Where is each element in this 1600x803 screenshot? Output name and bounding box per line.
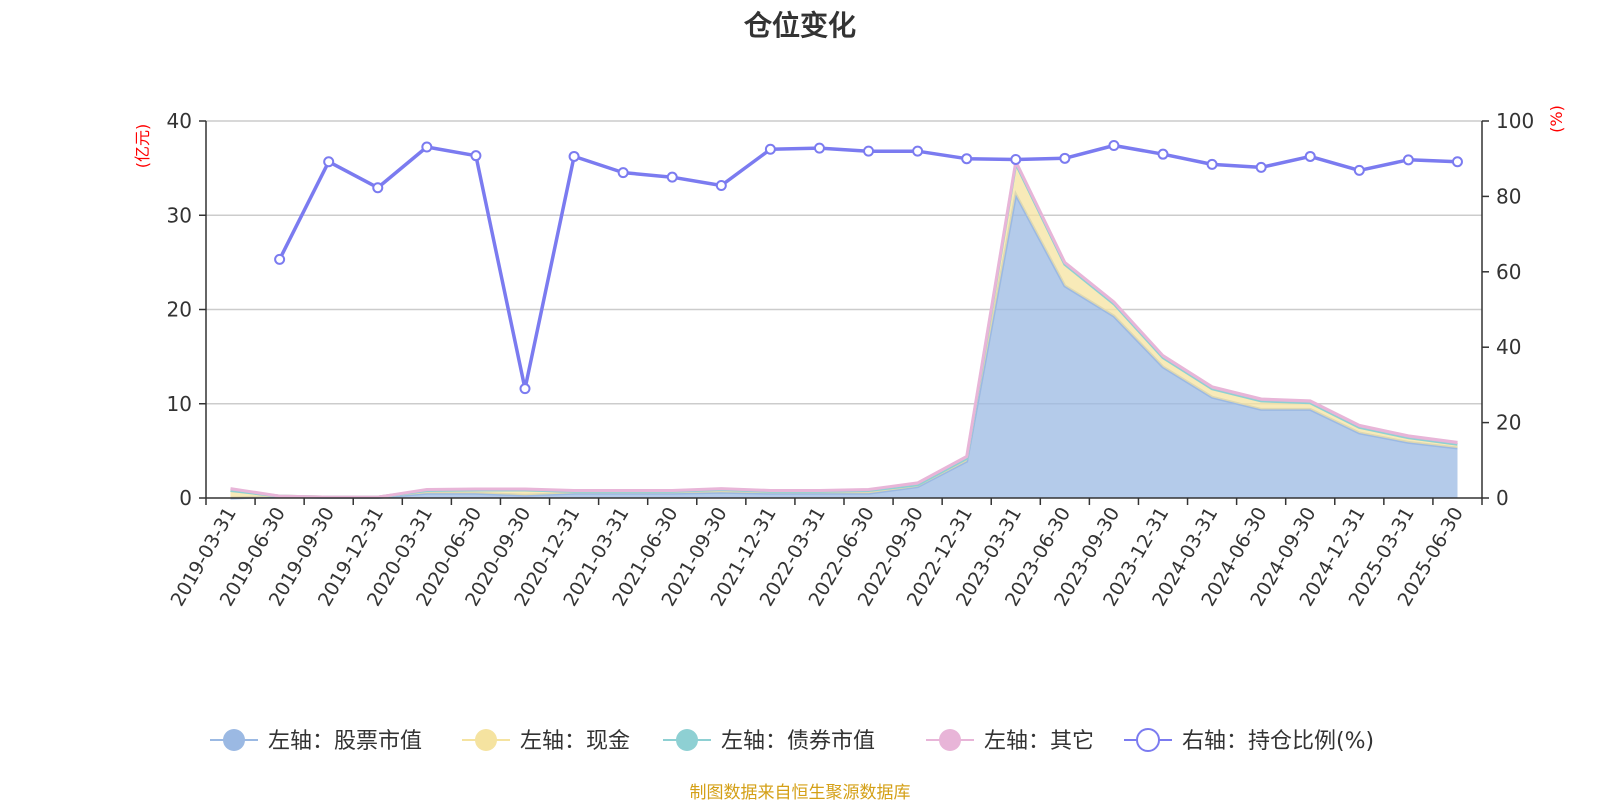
- ratio-point: [470, 150, 482, 162]
- ratio-point: [274, 253, 286, 265]
- left-unit-label: (亿元): [133, 124, 152, 169]
- legend-label: 左轴：现金: [520, 729, 630, 754]
- ratio-point: [519, 383, 531, 395]
- legend-marker: [939, 729, 961, 751]
- ratio-point: [1451, 156, 1463, 168]
- grid-lines: [206, 120, 1482, 405]
- ratio-point: [1402, 154, 1414, 166]
- ratio-point: [764, 143, 776, 155]
- ratio-point: [1304, 150, 1316, 162]
- area-左轴：股票市值: [230, 194, 1458, 498]
- left-tick-label: 30: [167, 203, 192, 227]
- ratio-point: [666, 171, 678, 183]
- ratio-point: [323, 156, 335, 168]
- ratio-point: [617, 167, 629, 179]
- legend-marker: [475, 729, 497, 751]
- ratio-point: [961, 153, 973, 165]
- legend-label: 左轴：股票市值: [268, 729, 422, 754]
- legend-marker: [223, 729, 245, 751]
- left-tick-label: 10: [167, 392, 192, 416]
- right-tick-label: 80: [1496, 184, 1521, 208]
- right-tick-label: 20: [1496, 411, 1521, 435]
- ratio-point: [1059, 152, 1071, 164]
- legend-label: 右轴：持仓比例(%): [1182, 729, 1374, 754]
- area-line-左轴：其它: [230, 156, 1458, 499]
- ratio-point: [912, 145, 924, 157]
- ratio-point: [1353, 164, 1365, 176]
- right-tick-label: 100: [1496, 109, 1534, 133]
- ratio-point: [1255, 161, 1267, 173]
- ratio-line: [274, 140, 1463, 395]
- ratio-point: [372, 182, 384, 194]
- ratio-line-path: [278, 143, 1458, 391]
- chart-title: 仓位变化: [743, 9, 856, 42]
- legend-label: 左轴：债券市值: [721, 729, 875, 754]
- legend-label: 左轴：其它: [984, 729, 1094, 754]
- legend: 左轴：股票市值 左轴：现金 左轴：债券市值 左轴：其它 右轴：持仓比例(%): [210, 728, 1374, 754]
- source-note: 制图数据来自恒生聚源数据库: [689, 783, 911, 803]
- axes: 010203040020406080100(亿元)(%)2019-03-3120…: [133, 105, 1566, 610]
- left-tick-label: 20: [167, 298, 192, 322]
- ratio-point: [863, 145, 875, 157]
- ratio-point: [1206, 158, 1218, 170]
- left-tick-label: 40: [167, 109, 192, 133]
- ratio-point: [715, 179, 727, 191]
- right-tick-label: 40: [1496, 335, 1521, 359]
- ratio-point: [568, 150, 580, 162]
- ratio-point: [1157, 148, 1169, 160]
- legend-marker: [676, 729, 698, 751]
- right-unit-label: (%): [1547, 105, 1566, 133]
- left-tick-label: 0: [179, 486, 192, 510]
- legend-marker: [1136, 728, 1160, 752]
- ratio-point: [1108, 140, 1120, 152]
- right-tick-label: 0: [1496, 486, 1509, 510]
- right-tick-label: 60: [1496, 260, 1521, 284]
- ratio-point: [421, 141, 433, 153]
- ratio-point: [813, 142, 825, 154]
- stacked-areas: [230, 156, 1458, 500]
- ratio-point: [1010, 153, 1022, 165]
